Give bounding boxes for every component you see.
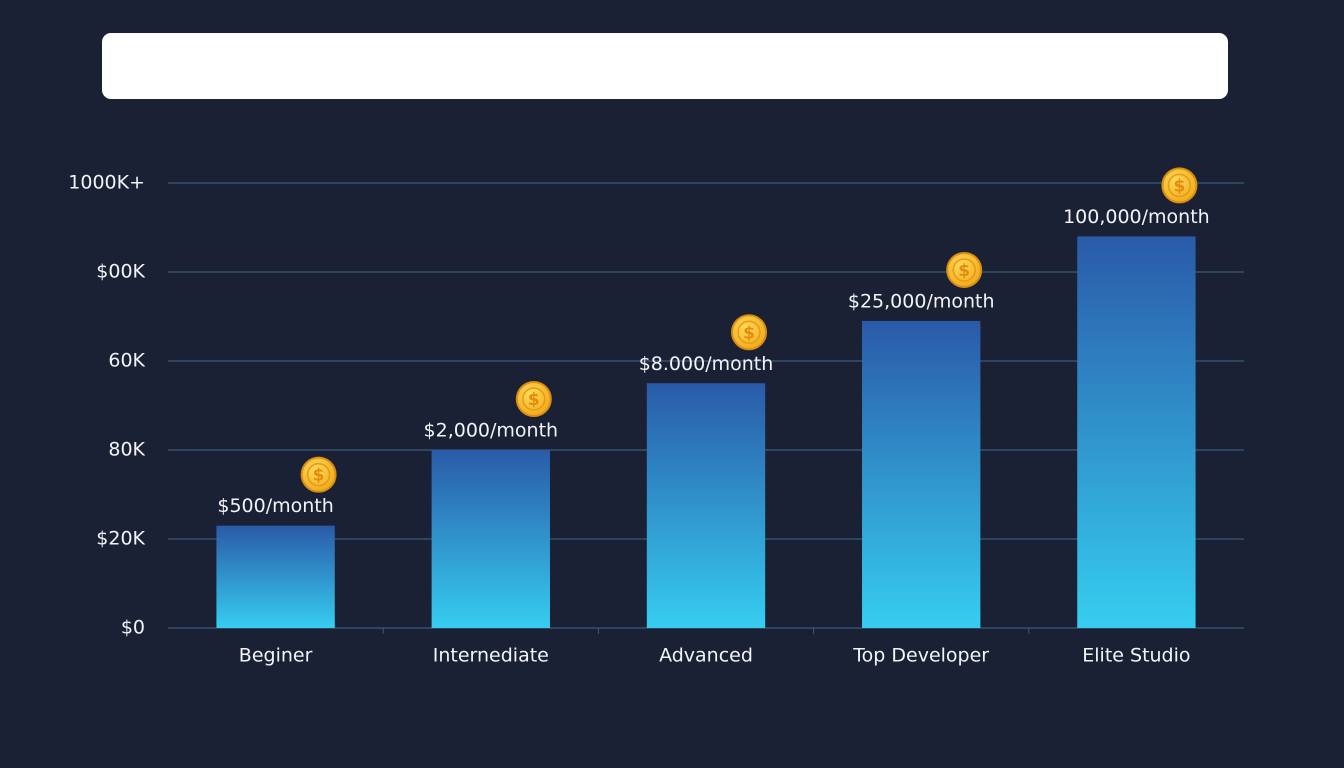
coin-inner [306, 462, 331, 487]
coin-symbol: $ [313, 466, 325, 486]
bar-annotation: $500/month [217, 495, 333, 517]
coin-inner [952, 258, 976, 282]
coin-icon [946, 251, 983, 288]
y-tick-label: $20K [96, 528, 145, 550]
coin-inner [737, 320, 761, 344]
coin-icon [1161, 167, 1198, 204]
coin-symbol: $ [958, 261, 970, 281]
bar-annotation: 100,000/month [1063, 206, 1210, 228]
x-tick-label: Top Developer [852, 645, 989, 667]
bar [216, 525, 335, 628]
coin-icon [515, 381, 552, 417]
y-tick-label: $0 [121, 617, 145, 639]
bar [646, 383, 766, 628]
x-tick-label: Internediate [433, 645, 549, 667]
coin-symbol: $ [1173, 176, 1185, 196]
bar [431, 450, 550, 628]
x-tick-label: Advanced [659, 645, 753, 667]
bar [1077, 236, 1196, 628]
coin-icon [300, 456, 337, 493]
bar [862, 320, 981, 628]
title-box [102, 33, 1228, 99]
y-tick-label: $00K [96, 261, 145, 283]
coin-symbol: $ [528, 390, 540, 410]
bar-annotation: $25,000/month [848, 290, 995, 312]
x-tick-label: Elite Studio [1082, 645, 1190, 667]
y-tick-label: 80K [108, 439, 145, 461]
bar-annotation: $2,000/month [424, 420, 559, 442]
coin-inner [1167, 173, 1192, 198]
coin-icon [731, 314, 767, 351]
y-tick-label: 1000K+ [68, 172, 145, 194]
x-tick-label: Beginer [239, 645, 313, 667]
y-tick-label: 60K [108, 350, 145, 372]
bar-annotation: $8.000/month [639, 353, 774, 375]
coin-symbol: $ [743, 323, 755, 343]
coin-inner [522, 387, 546, 411]
